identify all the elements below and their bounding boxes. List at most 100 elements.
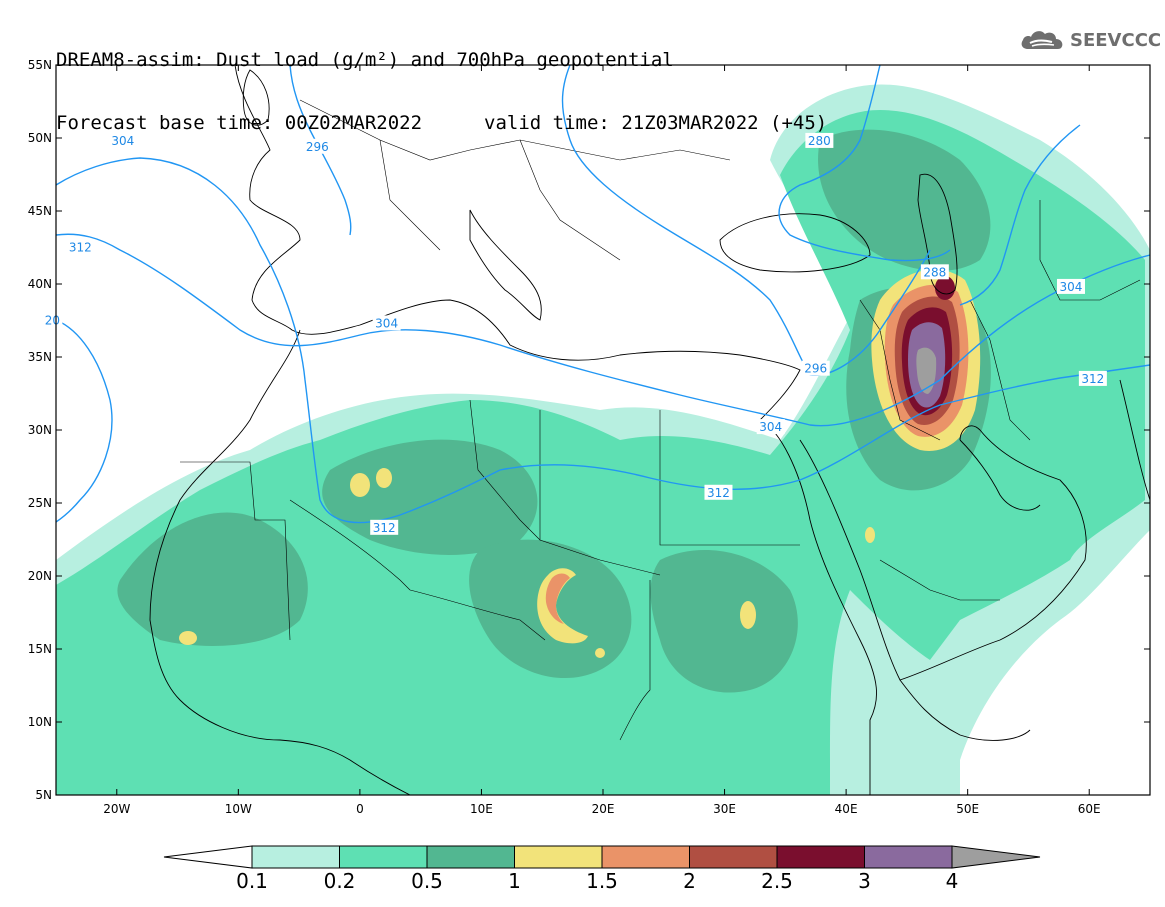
contour-labels: 304 296 280 312 288 304 20 304 296 312 304 312 312	[42, 132, 1107, 535]
contour-label-bg	[1078, 370, 1107, 386]
title-line-2: Forecast base time: 00Z02MAR2022 valid ti…	[56, 113, 827, 134]
coast-india	[1119, 379, 1150, 501]
contour-label-bg	[756, 419, 785, 435]
contour-label-bg	[372, 315, 401, 331]
lat-tick-label: 20N	[28, 569, 52, 583]
lat-tick-label: 25N	[28, 496, 52, 510]
colorbar-label: 0.5	[411, 869, 443, 893]
dust-level-1.5-chad	[545, 573, 570, 624]
dust-level-1-spot-sudan	[740, 601, 756, 629]
lat-tick-label: 40N	[28, 277, 52, 291]
lon-tick-label: 20W	[103, 802, 130, 816]
colorbar-label: 4	[946, 869, 959, 893]
colorbar-low-arrow	[163, 845, 253, 869]
contour-label-bg	[370, 519, 399, 535]
colorbar-label: 1.5	[586, 869, 618, 893]
valid-time: valid time: 21Z03MAR2022 (+45)	[484, 112, 828, 134]
lat-tick-label: 15N	[28, 642, 52, 656]
border-algeria-mali	[289, 499, 411, 591]
dust-level-1-spot-saudi	[865, 527, 875, 543]
contour-296-west	[289, 65, 352, 236]
lat-tick-label: 45N	[28, 204, 52, 218]
lon-tick-label: 30E	[713, 802, 736, 816]
contour-label-bg	[1056, 278, 1085, 294]
contour-320	[56, 319, 113, 523]
border-europe-2	[379, 139, 441, 251]
border-libya-west	[469, 399, 541, 541]
dust-level-1-spot-algeria	[350, 473, 370, 497]
border-europe-3	[519, 139, 621, 261]
coast-gulf	[959, 439, 1041, 511]
lon-tick-label: 0	[356, 802, 364, 816]
seevccc-logo: SEEVCCC	[1018, 27, 1161, 53]
contour-label: 296	[804, 362, 827, 376]
dust-level-0.5-west	[117, 512, 308, 646]
border-mauritania	[180, 461, 291, 641]
border-niger	[409, 589, 546, 641]
lon-tick-label: 60E	[1078, 802, 1101, 816]
border-europe-1	[299, 99, 731, 161]
coast-horn	[899, 679, 1031, 741]
contour-304-east	[959, 124, 1081, 306]
coast-westafrica	[149, 329, 411, 795]
geopotential-contours	[56, 65, 1150, 524]
colorbar-segment	[864, 845, 953, 869]
base-time: Forecast base time: 00Z02MAR2022	[56, 112, 423, 134]
title-line-1: DREAM8-assim: Dust load (g/m²) and 700hP…	[56, 49, 674, 71]
contour-label: 304	[759, 420, 782, 434]
lat-tick-label: 35N	[28, 350, 52, 364]
colorbar-segment	[339, 845, 428, 869]
contour-label-bg	[805, 132, 834, 148]
contour-label-bg	[303, 138, 332, 154]
contour-label: 280	[808, 134, 831, 148]
dust-level-0.5-sudan	[650, 550, 798, 693]
lon-tick-label: 10W	[225, 802, 252, 816]
borders	[180, 99, 1141, 741]
contour-304	[56, 233, 1150, 427]
lat-tick-label: 30N	[28, 423, 52, 437]
coast-italy	[469, 209, 542, 321]
coast-blacksea	[719, 213, 871, 273]
map-title: DREAM8-assim: Dust load (g/m²) and 700hP…	[56, 8, 827, 155]
logo-text: SEEVCCC	[1070, 29, 1162, 51]
contour-label: 20	[45, 314, 60, 328]
dust-level-1-spot-mali	[179, 631, 197, 645]
dust-shading	[56, 84, 1150, 795]
latitude-axis: 55N 50N 45N 40N 35N 30N 25N 20N 15N 10N 5N	[28, 58, 1150, 802]
lat-tick-label: 5N	[35, 788, 52, 802]
colorbar-label: 0.2	[324, 869, 356, 893]
colorbar-label: 1	[508, 869, 521, 893]
colorbar-label: 2.5	[761, 869, 793, 893]
contour-label: 296	[306, 140, 329, 154]
cloud-logo-icon	[1021, 31, 1063, 49]
lat-tick-label: 10N	[28, 715, 52, 729]
lon-tick-label: 20E	[592, 802, 615, 816]
colorbar-high-arrow	[951, 845, 1041, 869]
colorbar-segment	[251, 845, 340, 869]
lat-tick-label: 55N	[28, 58, 52, 72]
lon-tick-label: 40E	[835, 802, 858, 816]
border-chad-sudan	[619, 580, 651, 741]
contour-label: 312	[707, 486, 730, 500]
contour-312-south	[56, 157, 1150, 524]
border-libya-chad	[539, 410, 661, 576]
border-central-asia	[1039, 200, 1141, 301]
lon-tick-label: 10E	[470, 802, 493, 816]
colorbar-segment	[514, 845, 603, 869]
coast-uk	[242, 69, 270, 126]
longitude-axis: 20W 10W 0 10E 20E 30E 40E 50E 60E	[103, 65, 1101, 816]
lat-tick-label: 50N	[28, 131, 52, 145]
contour-label: 312	[373, 521, 396, 535]
contour-296-east	[561, 65, 931, 376]
dust-level-1-spot-algeria-2	[376, 468, 392, 488]
contour-label-bg	[42, 312, 63, 328]
contour-label: 312	[69, 241, 92, 255]
colorbar-label: 2	[683, 869, 696, 893]
border-iran	[969, 299, 1031, 441]
coast-main	[234, 65, 878, 795]
coastlines	[149, 65, 1150, 795]
coast-arabia	[799, 425, 1087, 681]
contour-label: 304	[1060, 280, 1083, 294]
contour-label: 288	[923, 265, 946, 279]
